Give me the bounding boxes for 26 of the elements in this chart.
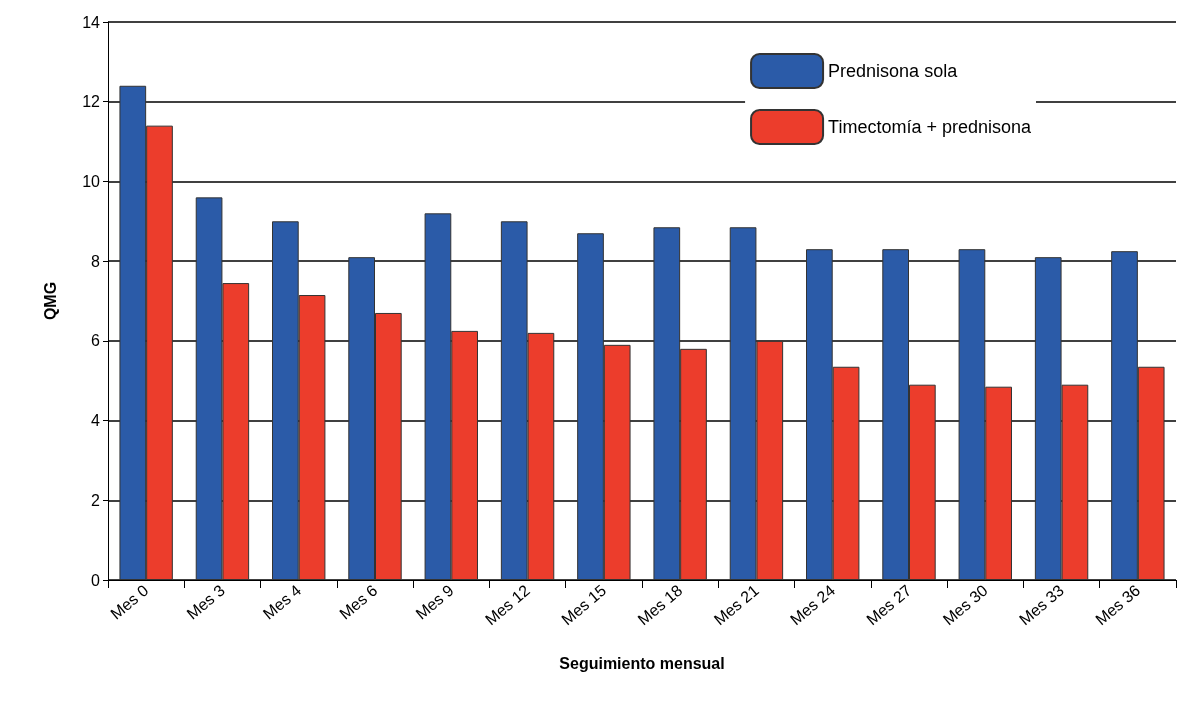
x-tick-label: Mes 0	[107, 581, 152, 623]
x-tick-label: Mes 3	[183, 581, 228, 623]
y-tick-label: 12	[82, 93, 101, 111]
x-tick-label: Mes 15	[558, 581, 610, 629]
x-tick-label: Mes 30	[939, 581, 991, 629]
legend-label: Timectomía + prednisona	[828, 117, 1032, 137]
y-tick-label: 8	[91, 252, 101, 270]
x-tick-label: Mes 6	[336, 581, 381, 623]
x-tick-label: Mes 9	[412, 581, 457, 623]
x-tick-label: Mes 33	[1015, 581, 1068, 629]
x-axis-title: Seguimiento mensual	[559, 654, 725, 672]
legend-label: Prednisona sola	[828, 61, 959, 81]
x-tick-label: Mes 24	[787, 581, 839, 629]
x-tick-label: Mes 27	[863, 581, 915, 629]
y-tick-label: 10	[82, 172, 101, 190]
x-tick-label: Mes 4	[259, 581, 305, 623]
x-tick-label: Mes 21	[710, 581, 762, 629]
y-tick-label: 4	[91, 412, 101, 430]
y-axis-title: QMG	[41, 281, 59, 321]
x-tick-label: Mes 18	[634, 581, 686, 629]
y-tick-label: 14	[82, 13, 101, 31]
y-tick-label: 0	[91, 571, 101, 589]
x-tick-label: Mes 36	[1092, 581, 1144, 629]
y-tick-label: 6	[91, 332, 101, 350]
x-tick-label: Mes 12	[481, 581, 534, 629]
y-tick-label: 2	[91, 491, 101, 509]
